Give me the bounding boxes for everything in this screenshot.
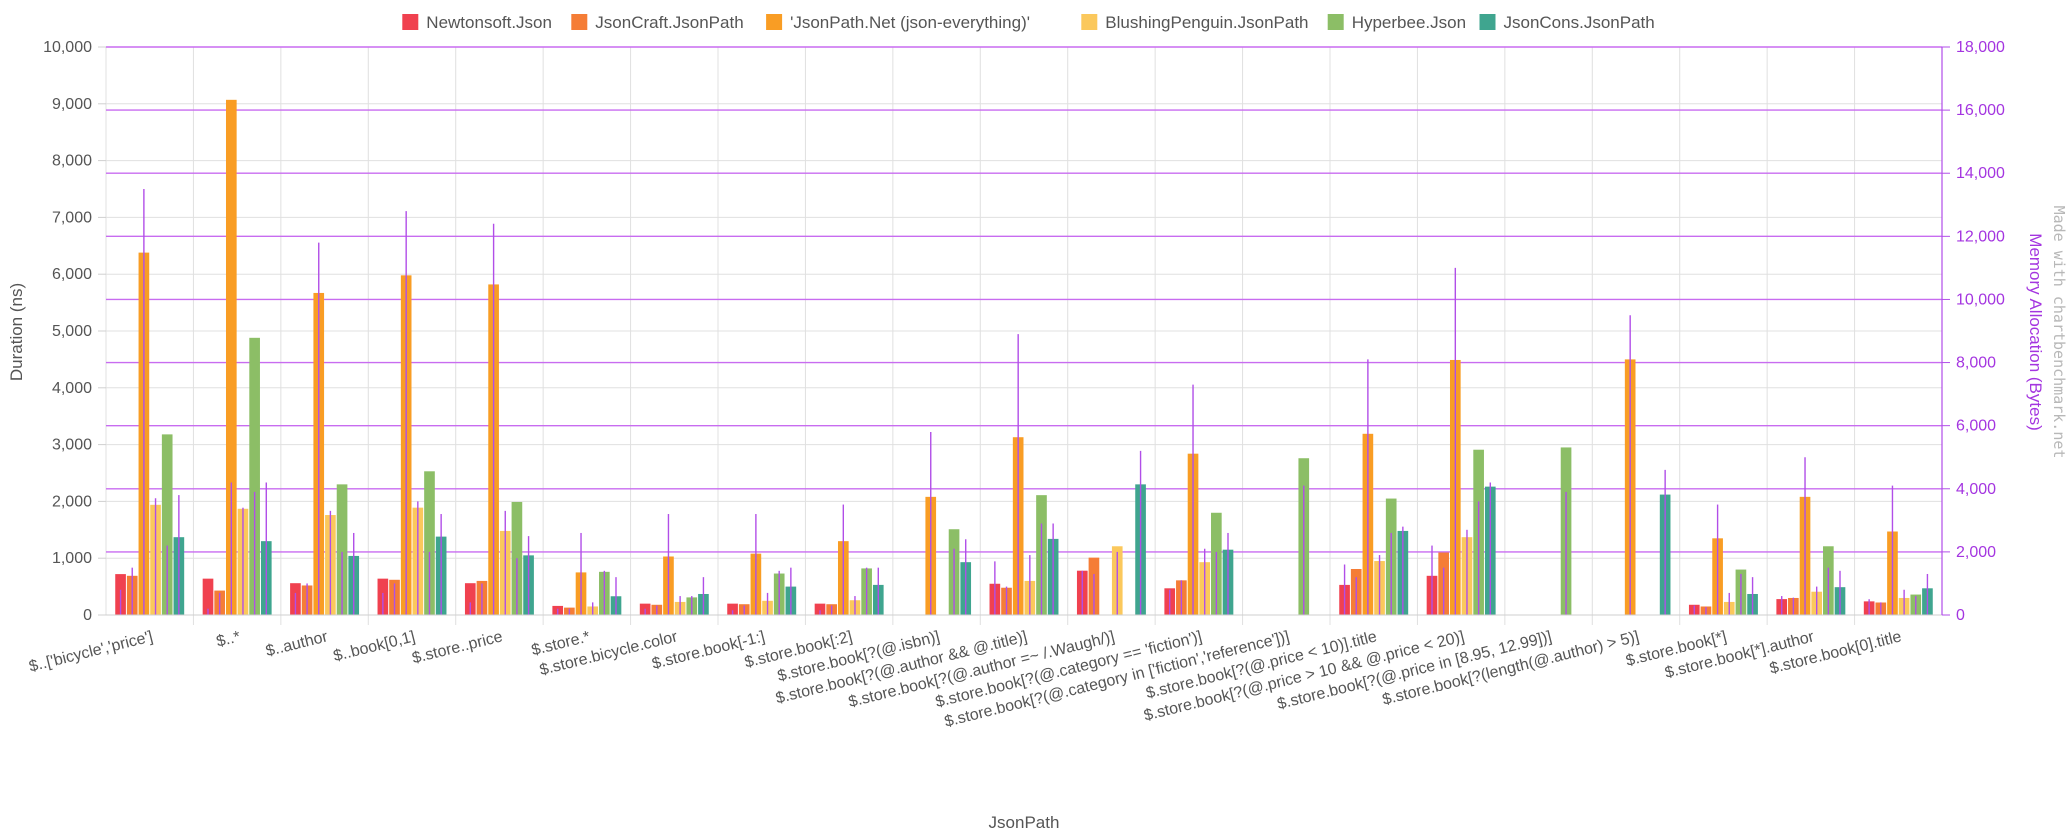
y-tick-label: 10,000 bbox=[43, 39, 92, 56]
legend-swatch[interactable] bbox=[766, 14, 783, 30]
y-tick-label: 8,000 bbox=[52, 153, 92, 170]
bar[interactable] bbox=[202, 578, 214, 615]
memory-markers bbox=[119, 189, 1929, 615]
bars bbox=[115, 99, 1933, 616]
x-tick-label: $..* bbox=[215, 628, 242, 650]
x-tick-label: $..['bicycle','price'] bbox=[27, 628, 154, 675]
y-axis-title: Duration (ns) bbox=[7, 283, 26, 381]
bar[interactable] bbox=[464, 583, 476, 615]
y2-tick-label: 0 bbox=[1956, 607, 1965, 624]
y-tick-label: 0 bbox=[83, 607, 92, 624]
y-tick-label: 6,000 bbox=[52, 266, 92, 283]
legend-swatch[interactable] bbox=[1081, 14, 1098, 30]
y-tick-label: 1,000 bbox=[52, 550, 92, 567]
watermark: Made with chartbenchmark.net bbox=[2050, 206, 2068, 459]
legend-swatch[interactable] bbox=[1327, 14, 1344, 30]
y-tick-label: 5,000 bbox=[52, 323, 92, 340]
y-tick-label: 3,000 bbox=[52, 437, 92, 454]
bar[interactable] bbox=[225, 99, 237, 616]
y2-tick-label: 8,000 bbox=[1956, 355, 1996, 372]
bar[interactable] bbox=[727, 603, 738, 615]
x-tick-label: $..author bbox=[264, 628, 330, 660]
x-tick-label: $.store..price bbox=[411, 628, 505, 667]
legend-label[interactable]: JsonCons.JsonPath bbox=[1504, 13, 1655, 32]
y2-tick-label: 10,000 bbox=[1956, 291, 2005, 308]
legend-label[interactable]: 'JsonPath.Net (json-everything)' bbox=[790, 13, 1030, 32]
legend[interactable]: Newtonsoft.Json JsonCraft.JsonPath 'JsonPa… bbox=[402, 13, 1655, 32]
y-tick-label: 2,000 bbox=[52, 493, 92, 510]
bar[interactable] bbox=[424, 471, 435, 615]
legend-label[interactable]: BlushingPenguin.JsonPath bbox=[1105, 13, 1308, 32]
y-tick-label: 9,000 bbox=[52, 96, 92, 113]
bar[interactable] bbox=[336, 484, 348, 615]
y2-tick-label: 4,000 bbox=[1956, 481, 1996, 498]
y2-tick-label: 14,000 bbox=[1956, 165, 2005, 182]
y2-tick-label: 2,000 bbox=[1956, 544, 1996, 561]
x-tick-label: $..book[0,1] bbox=[332, 628, 417, 665]
x-axis-title: JsonPath bbox=[989, 813, 1060, 832]
legend-label[interactable]: JsonCraft.JsonPath bbox=[595, 13, 743, 32]
y2-tick-label: 18,000 bbox=[1956, 39, 2005, 56]
y2-tick-label: 12,000 bbox=[1956, 228, 2005, 245]
y2-axis-title: Memory Allocation (Bytes) bbox=[2026, 233, 2045, 430]
grid bbox=[105, 46, 1943, 625]
y2-tick-label: 16,000 bbox=[1956, 102, 2005, 119]
bar[interactable] bbox=[161, 434, 173, 615]
legend-swatch[interactable] bbox=[402, 14, 419, 30]
legend-swatch[interactable] bbox=[571, 14, 588, 30]
bar[interactable] bbox=[249, 337, 260, 615]
y-tick-label: 4,000 bbox=[52, 380, 92, 397]
legend-label[interactable]: Newtonsoft.Json bbox=[426, 13, 552, 32]
y-tick-label: 7,000 bbox=[52, 209, 92, 226]
legend-label[interactable]: Hyperbee.Json bbox=[1352, 13, 1466, 32]
legend-swatch[interactable] bbox=[1479, 14, 1496, 30]
bar[interactable] bbox=[814, 603, 826, 615]
y2-tick-label: 6,000 bbox=[1956, 418, 1996, 435]
